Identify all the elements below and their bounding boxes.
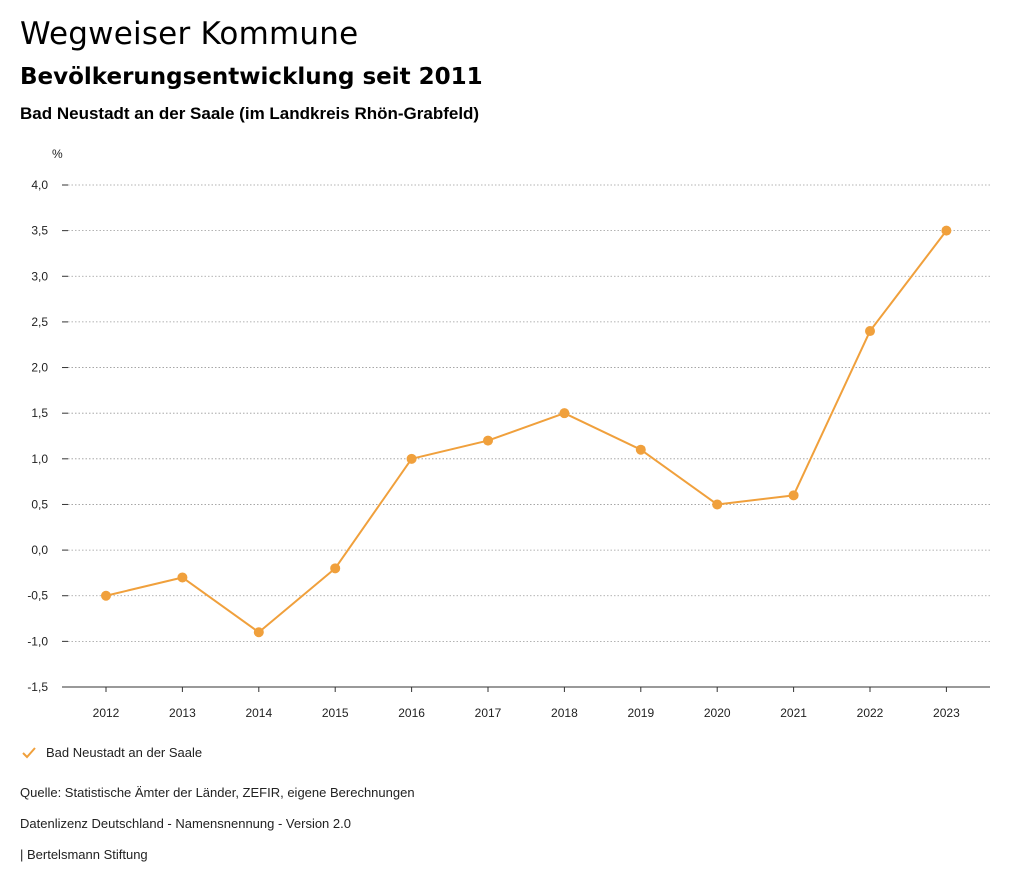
y-tick-label: 1,5 <box>31 406 48 420</box>
x-tick-label: 2022 <box>857 706 884 720</box>
check-icon <box>22 746 36 758</box>
x-tick-label: 2014 <box>245 706 272 720</box>
y-tick-label: 3,5 <box>31 224 48 238</box>
y-tick-label: -1,0 <box>27 634 48 648</box>
data-point[interactable] <box>101 590 111 601</box>
legend-label: Bad Neustadt an der Saale <box>46 745 203 760</box>
x-tick-label: 2015 <box>322 706 349 720</box>
x-tick-label: 2021 <box>780 706 807 720</box>
x-tick-label: 2017 <box>475 706 502 720</box>
x-tick-label: 2019 <box>627 706 654 720</box>
y-tick-label: 4,0 <box>31 178 48 192</box>
data-point[interactable] <box>330 563 341 574</box>
y-tick-label: 3,0 <box>31 269 48 283</box>
data-point[interactable] <box>177 572 188 583</box>
legend-item[interactable]: Bad Neustadt an der Saale <box>22 745 202 760</box>
brand-note: | Bertelsmann Stiftung <box>20 847 148 862</box>
grid-layer <box>68 184 990 688</box>
data-point[interactable] <box>559 408 570 419</box>
y-tick-label: 0,5 <box>31 497 48 511</box>
y-tick-label: 2,5 <box>31 315 48 329</box>
source-note: Quelle: Statistische Ämter der Länder, Z… <box>20 785 415 800</box>
x-tick-label: 2013 <box>169 706 196 720</box>
data-point[interactable] <box>253 627 264 638</box>
axis-layer: % 4,0 3,5 3,0 2,5 2,0 1,5 1,0 0,5 0,0 -0,5 -1,0 -1,5… <box>27 147 990 720</box>
y-tick-label: 2,0 <box>31 361 48 375</box>
data-point[interactable] <box>406 453 417 464</box>
y-unit-label: % <box>52 147 63 161</box>
x-tick-label: 2016 <box>398 706 425 720</box>
chart-subtitle: Bevölkerungsentwicklung seit 2011 <box>20 64 483 90</box>
y-tick-label: 0,0 <box>31 543 48 557</box>
x-tick-label: 2012 <box>93 706 120 720</box>
x-tick-label: 2023 <box>933 706 960 720</box>
y-tick-label: 1,0 <box>31 452 48 466</box>
series-line-layer <box>105 230 948 634</box>
data-point[interactable] <box>712 499 723 510</box>
y-tick-label: -1,5 <box>27 680 48 694</box>
data-point[interactable] <box>788 490 799 501</box>
series-points-layer <box>101 225 952 638</box>
data-point[interactable] <box>483 435 493 446</box>
data-point[interactable] <box>941 225 952 236</box>
series-line <box>105 230 948 634</box>
y-tick-label: -0,5 <box>27 589 48 603</box>
region-title: Bad Neustadt an der Saale (im Landkreis … <box>20 104 480 123</box>
page-title: Wegweiser Kommune <box>20 16 359 52</box>
data-point[interactable] <box>635 444 646 455</box>
x-tick-label: 2018 <box>551 706 578 720</box>
x-tick-label: 2020 <box>704 706 731 720</box>
data-point[interactable] <box>865 326 875 337</box>
license-note: Datenlizenz Deutschland - Namensnennung … <box>20 816 351 831</box>
line-chart: % 4,0 3,5 3,0 2,5 2,0 1,5 1,0 0,5 0,0 -0,5 -1,0 -1,5… <box>27 147 990 720</box>
